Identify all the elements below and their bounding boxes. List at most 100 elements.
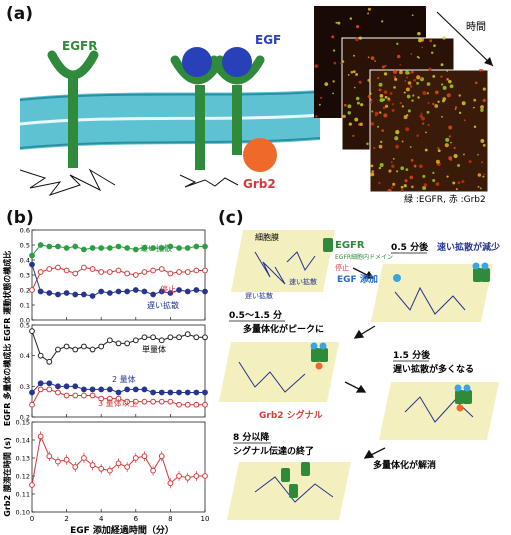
fluorescence-spot	[367, 7, 371, 11]
data-point	[63, 343, 70, 350]
fluorescence-spot	[421, 46, 424, 49]
data-point	[29, 287, 35, 293]
fluorescence-spot	[428, 67, 432, 71]
data-point	[184, 474, 191, 481]
fluorescence-spot	[399, 63, 402, 66]
fluorescence-spot	[314, 64, 319, 69]
data-point	[132, 272, 139, 278]
fluorescence-spot	[392, 182, 396, 186]
fluorescence-spot	[360, 103, 364, 107]
data-point	[141, 453, 148, 460]
fluorescence-spot	[448, 156, 453, 161]
fluorescence-spot	[400, 189, 404, 193]
fluorescence-spot	[446, 175, 449, 178]
fluorescence-spot	[369, 101, 373, 104]
fluorescence-spot	[448, 79, 452, 84]
x-tick-label: 2	[64, 515, 68, 523]
label-stop: 停止	[160, 284, 176, 294]
data-point	[202, 473, 208, 479]
data-point	[89, 392, 96, 399]
fluorescence-spot	[367, 94, 371, 98]
y-tick-label: 0.3	[20, 272, 30, 280]
fluorescence-spot	[358, 36, 363, 40]
fluorescence-spot	[405, 87, 410, 92]
fluorescence-spot	[367, 78, 371, 82]
data-point	[72, 243, 79, 250]
data-point	[158, 337, 165, 344]
data-point	[63, 245, 70, 251]
fluorescence-spot	[416, 134, 419, 137]
fluorescence-spot	[450, 141, 452, 144]
data-point	[150, 291, 157, 298]
fluorescence-spot	[342, 114, 346, 119]
fluorescence-spot	[401, 140, 404, 143]
data-point	[81, 455, 87, 461]
fluorescence-spot	[343, 103, 347, 107]
data-point	[124, 398, 131, 405]
fluorescence-spot	[453, 154, 458, 159]
data-point	[81, 386, 87, 393]
fluorescence-spot	[482, 175, 485, 178]
y-tick-label: 0.5	[20, 322, 30, 330]
y-tick-label: 0.14	[16, 437, 30, 445]
data-point	[46, 290, 53, 296]
fluorescence-spot	[481, 161, 484, 164]
trajectory-5	[254, 476, 334, 503]
fluorescence-spot	[405, 76, 409, 79]
fluorescence-spot	[483, 173, 486, 176]
fluorescence-spot	[337, 21, 341, 25]
fluorescence-spot	[379, 111, 382, 114]
data-point	[176, 334, 182, 341]
fluorescence-spot	[422, 174, 426, 178]
data-point	[29, 389, 35, 396]
fluorescence-spot	[355, 37, 359, 42]
data-point	[72, 383, 79, 390]
fluorescence-spot	[418, 56, 420, 59]
fluorescence-spot	[391, 164, 395, 168]
fluorescence-spot	[411, 99, 414, 102]
fluorescence-spot	[370, 56, 375, 61]
data-point	[184, 269, 191, 275]
fluorescence-spot	[432, 171, 435, 175]
data-point	[46, 243, 53, 250]
data-point	[141, 245, 148, 251]
fluorescence-spot	[442, 85, 447, 90]
data-point	[193, 334, 200, 341]
fluorescence-spot	[424, 148, 428, 152]
data-point	[184, 245, 191, 251]
fluorescence-spot	[434, 104, 439, 108]
data-point	[193, 401, 200, 408]
fluorescence-spot	[354, 117, 359, 122]
data-point	[202, 334, 208, 341]
data-point	[167, 398, 174, 405]
fluorescence-spot	[416, 81, 420, 85]
y-tick-label: 0.2	[20, 287, 30, 295]
panel-b-charts: 0.00.10.20.30.40.50.6 0.20.30.40.5 0.100…	[2, 227, 209, 535]
data-point	[81, 264, 87, 271]
egf-ligands	[310, 262, 489, 392]
fluorescence-spot	[411, 185, 414, 189]
egfr-label-c: EGFR	[335, 240, 365, 251]
panel-b-label: (b)	[6, 208, 34, 228]
fluorescence-spot	[350, 70, 354, 74]
data-point	[29, 482, 35, 488]
fluorescence-spot	[358, 80, 362, 84]
panel-c-illustration: 細胞膜 EGFR EGFR細胞内ドメイン 停止 速い拡散 遅い拡散 EGF 添加…	[219, 230, 500, 520]
fluorescence-spot	[473, 125, 477, 129]
fluorescence-spot	[472, 106, 475, 109]
data-point	[176, 287, 182, 293]
data-point	[158, 288, 165, 295]
data-point	[55, 389, 61, 396]
fluorescence-spot	[477, 173, 482, 177]
fluorescence-spot	[378, 166, 382, 170]
y-tick-label: 0.4	[20, 352, 30, 360]
egf-label: EGF	[255, 33, 281, 47]
stop-label-c: 停止	[335, 263, 349, 272]
data-point	[132, 287, 139, 293]
fluorescence-spot	[409, 175, 414, 180]
egf-ligand-1	[182, 47, 212, 77]
fluorescence-spot	[430, 51, 434, 55]
data-point	[115, 340, 122, 347]
fluorescence-spot	[356, 101, 360, 105]
data-point	[55, 264, 61, 271]
